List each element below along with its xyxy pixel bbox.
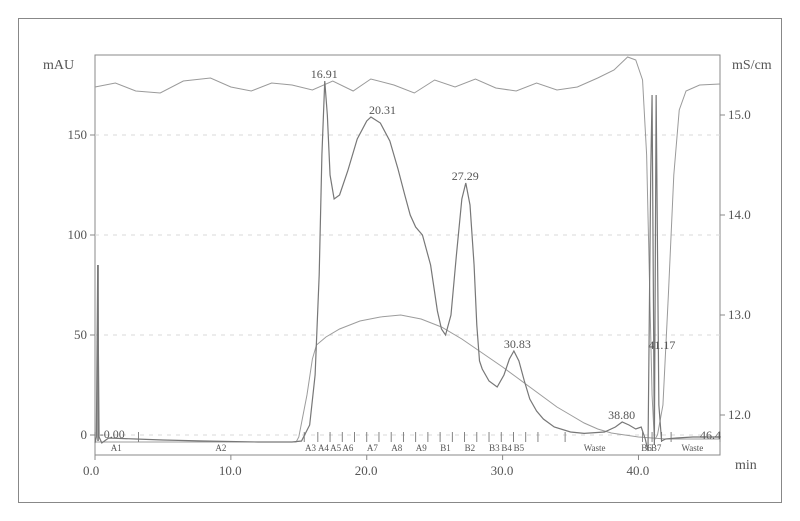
y-right-axis-label: mS/cm <box>732 58 772 74</box>
fraction-label: B3 <box>489 443 500 453</box>
fraction-label: Waste <box>682 443 704 453</box>
x-tick-label: 40.0 <box>626 463 649 479</box>
y-right-tick-label: 13.0 <box>728 307 751 323</box>
fraction-label: B4 <box>501 443 512 453</box>
y-left-tick-label: 0 <box>57 427 87 443</box>
x-tick-label: 10.0 <box>219 463 242 479</box>
y-right-tick-label: 12.0 <box>728 407 751 423</box>
x-axis-label: min <box>735 458 757 474</box>
peak-label: 41.17 <box>648 338 675 353</box>
fraction-label: B5 <box>514 443 525 453</box>
fraction-label: A2 <box>215 443 226 453</box>
fraction-label: A1 <box>111 443 122 453</box>
series-uv-absorbance-mau- <box>95 81 720 451</box>
fraction-label: B1 <box>440 443 451 453</box>
fraction-label: A7 <box>367 443 378 453</box>
y-right-tick-label: 15.0 <box>728 107 751 123</box>
fraction-label: A8 <box>391 443 402 453</box>
y-right-tick-label: 14.0 <box>728 207 751 223</box>
y-left-axis-label: mAU <box>43 58 74 74</box>
fraction-label: B7 <box>651 443 662 453</box>
fraction-label: A3 <box>305 443 316 453</box>
fraction-label: A6 <box>342 443 353 453</box>
x-tick-label: 20.0 <box>355 463 378 479</box>
peak-label: 20.31 <box>369 103 396 118</box>
peak-label: 27.29 <box>452 169 479 184</box>
y-left-tick-label: 100 <box>57 227 87 243</box>
series-conductivity-ms-cm- <box>95 57 720 440</box>
fraction-label: B2 <box>465 443 476 453</box>
x-tick-label: 0.0 <box>83 463 99 479</box>
fraction-label: A9 <box>416 443 427 453</box>
peak-label: 38.80 <box>608 408 635 423</box>
fraction-label: Waste <box>584 443 606 453</box>
y-left-tick-label: 50 <box>57 327 87 343</box>
origin-label: -0.00 <box>100 427 125 442</box>
x-tick-label: 30.0 <box>491 463 514 479</box>
peak-label: 16.91 <box>311 67 338 82</box>
peak-label: 30.83 <box>504 337 531 352</box>
fraction-label: A5 <box>330 443 341 453</box>
end-label: 46.4 <box>700 428 721 443</box>
plot-frame <box>95 55 720 455</box>
y-left-tick-label: 150 <box>57 127 87 143</box>
fraction-label: A4 <box>318 443 329 453</box>
